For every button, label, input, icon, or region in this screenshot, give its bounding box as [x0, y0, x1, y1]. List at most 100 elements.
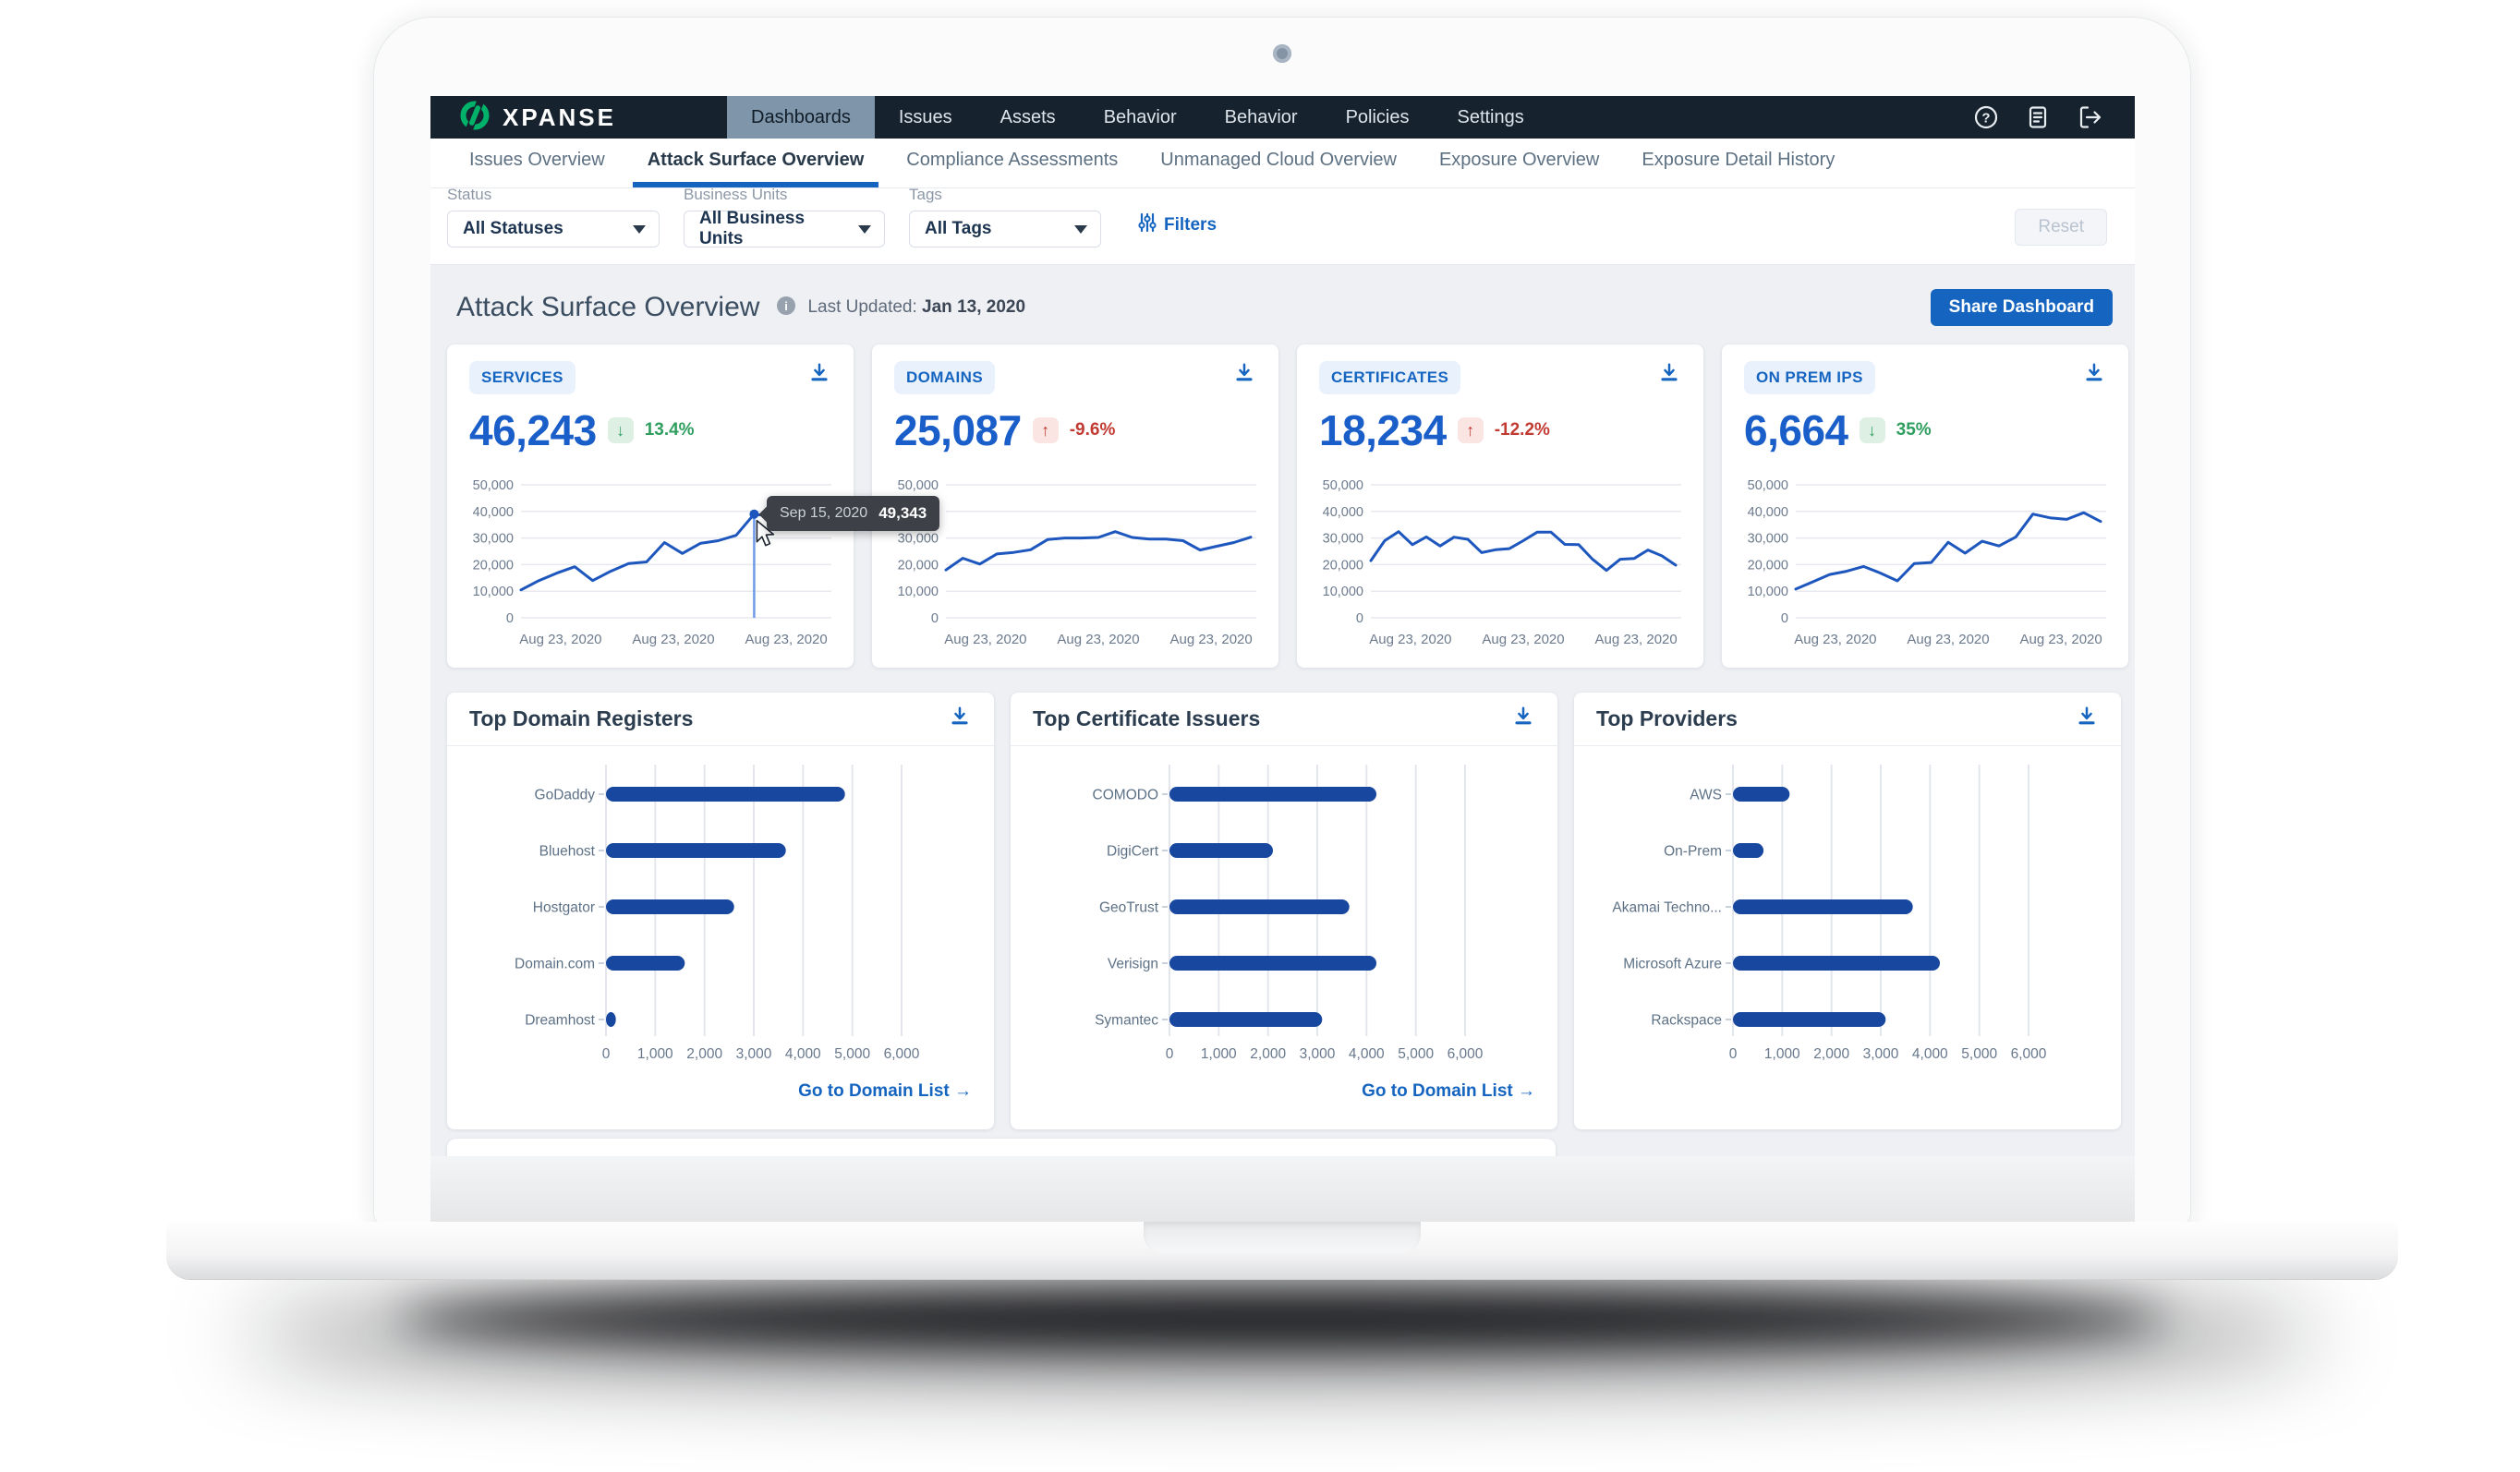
last-updated: Last Updated: Jan 13, 2020	[807, 297, 1025, 318]
bar-symantec	[1169, 1012, 1323, 1027]
trend-line-chart: 50,000 40,000 30,000 20,000 10,000 0 Aug 23, 2…	[473, 478, 831, 647]
bar-card-top-domain-registers: Top Domain Registers 0 1,000 2,000 3,000 4,00…	[447, 693, 994, 1129]
xpanse-logo: XPANSE	[458, 96, 616, 139]
tab-exposure-detail-history[interactable]: Exposure Detail History	[1642, 150, 1835, 170]
svg-text:3,000: 3,000	[736, 1046, 772, 1062]
svg-text:Aug 23, 2020: Aug 23, 2020	[1482, 632, 1564, 647]
release-notes-icon[interactable]	[2024, 103, 2052, 131]
page-header: Attack Surface Overview i Last Updated: …	[447, 265, 2118, 344]
nav-item-policies[interactable]: Policies	[1345, 106, 1410, 127]
svg-text:Aug 23, 2020: Aug 23, 2020	[632, 632, 714, 647]
svg-text:3,000: 3,000	[1863, 1046, 1899, 1062]
metric-delta: 35%	[1896, 420, 1932, 440]
svg-text:Aug 23, 2020: Aug 23, 2020	[2019, 632, 2102, 647]
metric-value: 46,243	[469, 406, 597, 454]
svg-text:1,000: 1,000	[1201, 1046, 1237, 1062]
download-icon[interactable]	[1657, 361, 1681, 390]
svg-text:0: 0	[931, 611, 939, 626]
svg-text:20,000: 20,000	[1323, 558, 1363, 573]
metric-card-domains: DOMAINS25,087↑-9.6%50,00040,00030,00020,…	[872, 344, 1278, 668]
bar-akamai-techno	[1733, 899, 1913, 914]
download-icon[interactable]	[948, 705, 972, 733]
help-icon[interactable]: ?	[1972, 103, 2000, 131]
nav-item-dashboards[interactable]: Dashboards	[727, 96, 875, 139]
nav-item-settings[interactable]: Settings	[1457, 106, 1524, 127]
nav-item-assets[interactable]: Assets	[1000, 106, 1056, 127]
status-filter-select[interactable]: All Statuses	[447, 211, 660, 247]
svg-text:10,000: 10,000	[1323, 585, 1363, 599]
share-dashboard-button[interactable]: Share Dashboard	[1930, 289, 2113, 326]
filters-button[interactable]: Filters	[1138, 212, 1217, 238]
svg-text:1,000: 1,000	[637, 1046, 673, 1062]
svg-text:0: 0	[1166, 1046, 1174, 1062]
metric-card-services: SERVICES 46,243 ↓ 13.4% 50,000 40,000 30,000 20…	[447, 344, 940, 668]
tab-unmanaged-cloud-overview[interactable]: Unmanaged Cloud Overview	[1160, 150, 1397, 170]
download-icon[interactable]	[2075, 705, 2099, 733]
svg-text:Akamai Techno...: Akamai Techno...	[1612, 900, 1722, 916]
trend-line-chart: 50,000 40,000 30,000 20,000 10,000 0 Aug 23, 2…	[1748, 478, 2106, 647]
nav-item-issues[interactable]: Issues	[898, 106, 952, 127]
laptop-base-notch	[1144, 1222, 1421, 1253]
metric-card-certificates: CERTIFICATES 18,234 ↑ -12.2% 50,000 40,000 30,…	[1297, 344, 1703, 668]
tags-filter-select[interactable]: All Tags	[909, 211, 1101, 247]
tab-compliance-assessments[interactable]: Compliance Assessments	[906, 150, 1119, 170]
svg-text:5,000: 5,000	[1961, 1046, 1997, 1062]
svg-text:DigiCert: DigiCert	[1107, 844, 1159, 860]
laptop-shadow-core	[397, 1289, 2167, 1348]
svg-text:On-Prem: On-Prem	[1664, 844, 1722, 860]
svg-text:50,000: 50,000	[898, 478, 939, 493]
bar-rackspace	[1733, 1012, 1886, 1027]
tags-filter-group: Tags All Tags	[909, 186, 1101, 247]
go-to-domain-list-link[interactable]: Go to Domain List →	[1362, 1081, 1535, 1101]
svg-text:10,000: 10,000	[1748, 585, 1788, 599]
go-to-domain-list-link[interactable]: Go to Domain List →	[798, 1081, 972, 1101]
tab-exposure-overview[interactable]: Exposure Overview	[1438, 150, 1600, 170]
download-icon[interactable]	[807, 361, 831, 390]
bar-aws	[1733, 787, 1790, 802]
arrow-down-icon: ↓	[1859, 417, 1885, 443]
svg-text:6,000: 6,000	[1448, 1046, 1484, 1062]
nav-item-behavior[interactable]: Behavior	[1103, 106, 1177, 127]
bar-microsoft-azure	[1733, 956, 1940, 971]
download-icon[interactable]	[1511, 705, 1535, 733]
bar-chart-area[interactable]: 0 1,000 2,000 3,000 4,000 5,000 6,000 COMODO Dig…	[1011, 746, 1557, 1068]
bar-chart-area[interactable]: 0 1,000 2,000 3,000 4,000 5,000 6,000 AWS On-Pre…	[1574, 746, 2121, 1068]
svg-text:Rackspace: Rackspace	[1651, 1013, 1722, 1029]
tab-attack-surface-overview[interactable]: Attack Surface Overview	[632, 139, 879, 187]
tab-issues-overview[interactable]: Issues Overview	[469, 150, 605, 170]
tags-filter-value: All Tags	[925, 219, 992, 238]
svg-text:2,000: 2,000	[1250, 1046, 1286, 1062]
svg-text:4,000: 4,000	[785, 1046, 821, 1062]
status-filter-group: Status All Statuses	[447, 186, 660, 247]
metric-label: DOMAINS	[894, 361, 996, 394]
sign-out-icon[interactable]	[2076, 103, 2103, 131]
reset-button[interactable]: Reset	[2015, 209, 2107, 246]
horizontal-bar-chart: 0 1,000 2,000 3,000 4,000 5,000 6,000 GoDaddy Bl…	[515, 765, 920, 1062]
metric-value: 25,087	[894, 406, 1022, 454]
bar-comodo	[1169, 787, 1376, 802]
bar-domain-com	[606, 956, 685, 971]
cursor-icon	[756, 519, 775, 547]
bar-dreamhost	[606, 1012, 616, 1027]
nav-item-behavior[interactable]: Behavior	[1224, 106, 1298, 127]
svg-text:40,000: 40,000	[473, 505, 514, 520]
download-icon[interactable]	[1232, 361, 1256, 390]
svg-text:50,000: 50,000	[473, 478, 514, 493]
bar-godaddy	[606, 787, 845, 802]
download-icon[interactable]	[2082, 361, 2106, 390]
sliders-icon	[1138, 212, 1157, 238]
bar-chart-area[interactable]: 0 1,000 2,000 3,000 4,000 5,000 6,000 GoDaddy Bl…	[447, 746, 994, 1068]
svg-text:40,000: 40,000	[1748, 505, 1788, 520]
info-icon[interactable]: i	[776, 296, 796, 320]
status-filter-value: All Statuses	[463, 219, 563, 238]
top-navigation: XPANSE Dashboards Issues Assets Behavior Beh…	[430, 96, 2135, 139]
svg-text:AWS: AWS	[1690, 788, 1722, 803]
svg-text:Aug 23, 2020: Aug 23, 2020	[1369, 632, 1451, 647]
business-units-filter-select[interactable]: All Business Units	[684, 209, 885, 248]
svg-text:Aug 23, 2020: Aug 23, 2020	[1057, 632, 1139, 647]
chevron-down-icon	[1074, 224, 1087, 234]
